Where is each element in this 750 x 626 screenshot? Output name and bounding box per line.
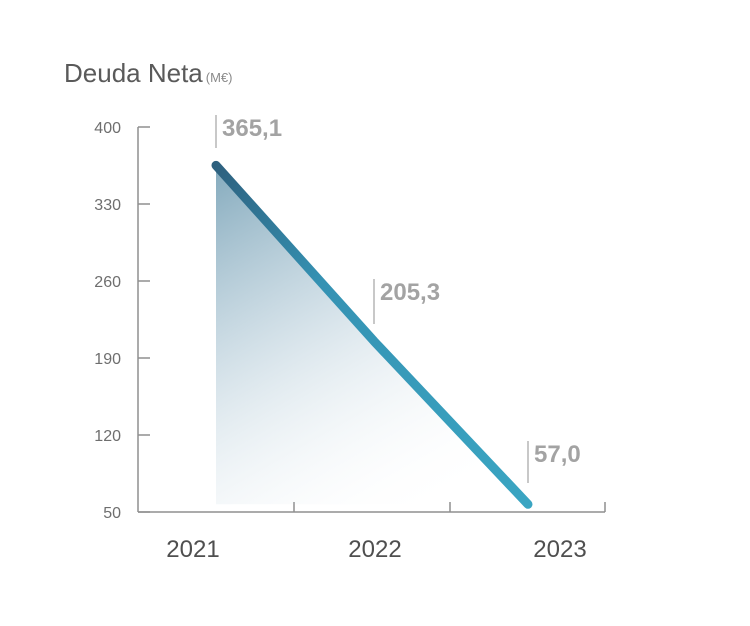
x-tick-label: 2021 xyxy=(166,536,219,563)
y-tick-label: 50 xyxy=(103,505,121,522)
y-tick-label: 120 xyxy=(94,428,121,445)
y-tick-label: 330 xyxy=(94,197,121,214)
y-tick-label: 400 xyxy=(94,120,121,137)
data-label: 57,0 xyxy=(534,441,581,468)
data-label: 205,3 xyxy=(380,279,440,306)
chart-title: Deuda Neta (M€) xyxy=(64,58,232,89)
area-fill xyxy=(216,165,528,505)
chart-title-text: Deuda Neta xyxy=(64,58,203,88)
x-tick-label: 2022 xyxy=(348,536,401,563)
data-label: 365,1 xyxy=(222,115,282,142)
series-line xyxy=(211,160,533,509)
chart-unit-label: (M€) xyxy=(205,70,233,85)
y-tick-label: 260 xyxy=(94,274,121,291)
x-tick-label: 2023 xyxy=(533,536,586,563)
y-tick-label: 190 xyxy=(94,351,121,368)
